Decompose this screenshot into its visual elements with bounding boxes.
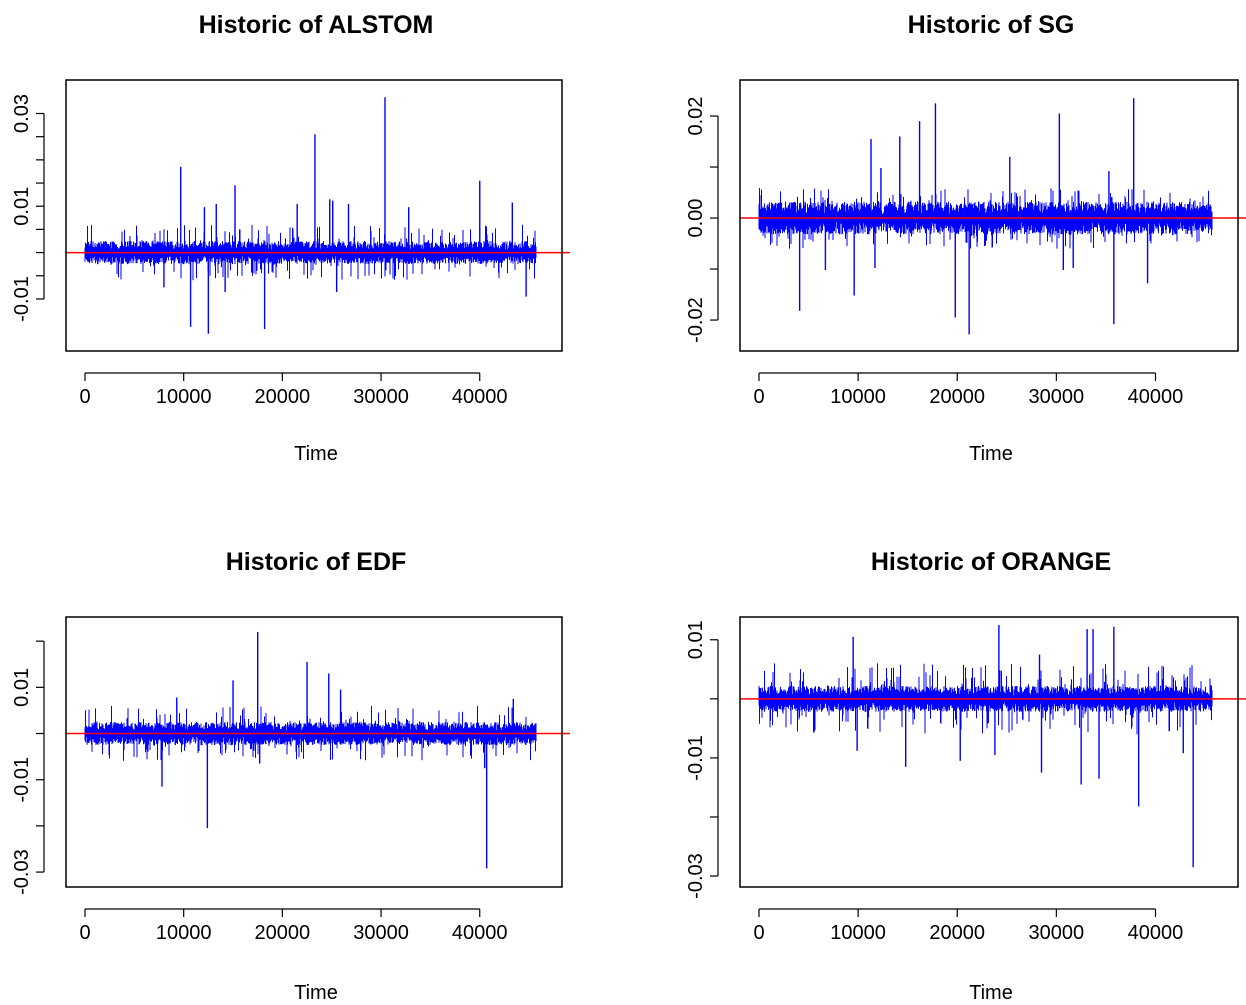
x-tick-label: 10000: [156, 922, 212, 944]
x-tick-label: 0: [79, 386, 90, 408]
x-tick-label: 40000: [1128, 386, 1184, 408]
chart-panel-1: Historic of ALSTOM 0 10000 20000 30000 40000 -…: [11, 11, 570, 465]
chart-panel-2: Historic of SG 0 10000 20000 30000 40000 -0.02…: [685, 11, 1246, 465]
x-tick-label: 10000: [830, 922, 886, 944]
y-tick-label: -0.03: [685, 853, 707, 899]
x-axis-label: Time: [969, 982, 1013, 1004]
x-tick-label: 10000: [830, 386, 886, 408]
x-tick-label: 0: [753, 386, 764, 408]
y-tick-label: 0.01: [685, 620, 707, 659]
x-tick-label: 20000: [255, 386, 311, 408]
x-tick-label: 30000: [1029, 922, 1085, 944]
x-axis-label: Time: [969, 443, 1013, 465]
y-tick-label: 0.03: [11, 94, 33, 133]
x-tick-label: 40000: [452, 386, 508, 408]
y-tick-label: 0.01: [11, 187, 33, 226]
x-tick-label: 20000: [929, 386, 985, 408]
x-axis-label: Time: [294, 443, 338, 465]
y-tick-label: -0.01: [685, 735, 707, 781]
x-tick-label: 30000: [1029, 386, 1085, 408]
chart-title: Historic of ORANGE: [871, 548, 1111, 576]
plot-frame: [65, 616, 563, 888]
plot-frame: [739, 616, 1239, 888]
y-tick-label: -0.03: [11, 849, 33, 895]
chart-title: Historic of ALSTOM: [199, 11, 434, 39]
chart-title: Historic of SG: [908, 11, 1075, 39]
x-axis-label: Time: [294, 982, 338, 1004]
y-tick-label: -0.01: [11, 276, 33, 322]
chart-panel-3: Historic of EDF 0 10000 20000 30000 40000 -0.0…: [11, 548, 570, 1004]
y-tick-label: -0.01: [11, 757, 33, 803]
plot-frame: [739, 79, 1239, 352]
x-tick-label: 20000: [255, 922, 311, 944]
x-tick-label: 30000: [353, 386, 409, 408]
y-tick-label: 0.00: [685, 199, 707, 238]
chart-title: Historic of EDF: [226, 548, 407, 576]
y-tick-label: 0.01: [11, 668, 33, 707]
y-tick-label: -0.02: [685, 297, 707, 343]
x-tick-label: 40000: [1128, 922, 1184, 944]
chart-panel-4: Historic of ORANGE 0 10000 20000 30000 40000 -…: [685, 548, 1246, 1004]
x-tick-label: 0: [753, 922, 764, 944]
x-tick-label: 10000: [156, 386, 212, 408]
x-tick-label: 30000: [353, 922, 409, 944]
plot-frame: [65, 79, 563, 352]
y-tick-label: 0.02: [685, 97, 707, 136]
x-tick-label: 20000: [929, 922, 985, 944]
x-tick-label: 0: [79, 922, 90, 944]
x-tick-label: 40000: [452, 922, 508, 944]
